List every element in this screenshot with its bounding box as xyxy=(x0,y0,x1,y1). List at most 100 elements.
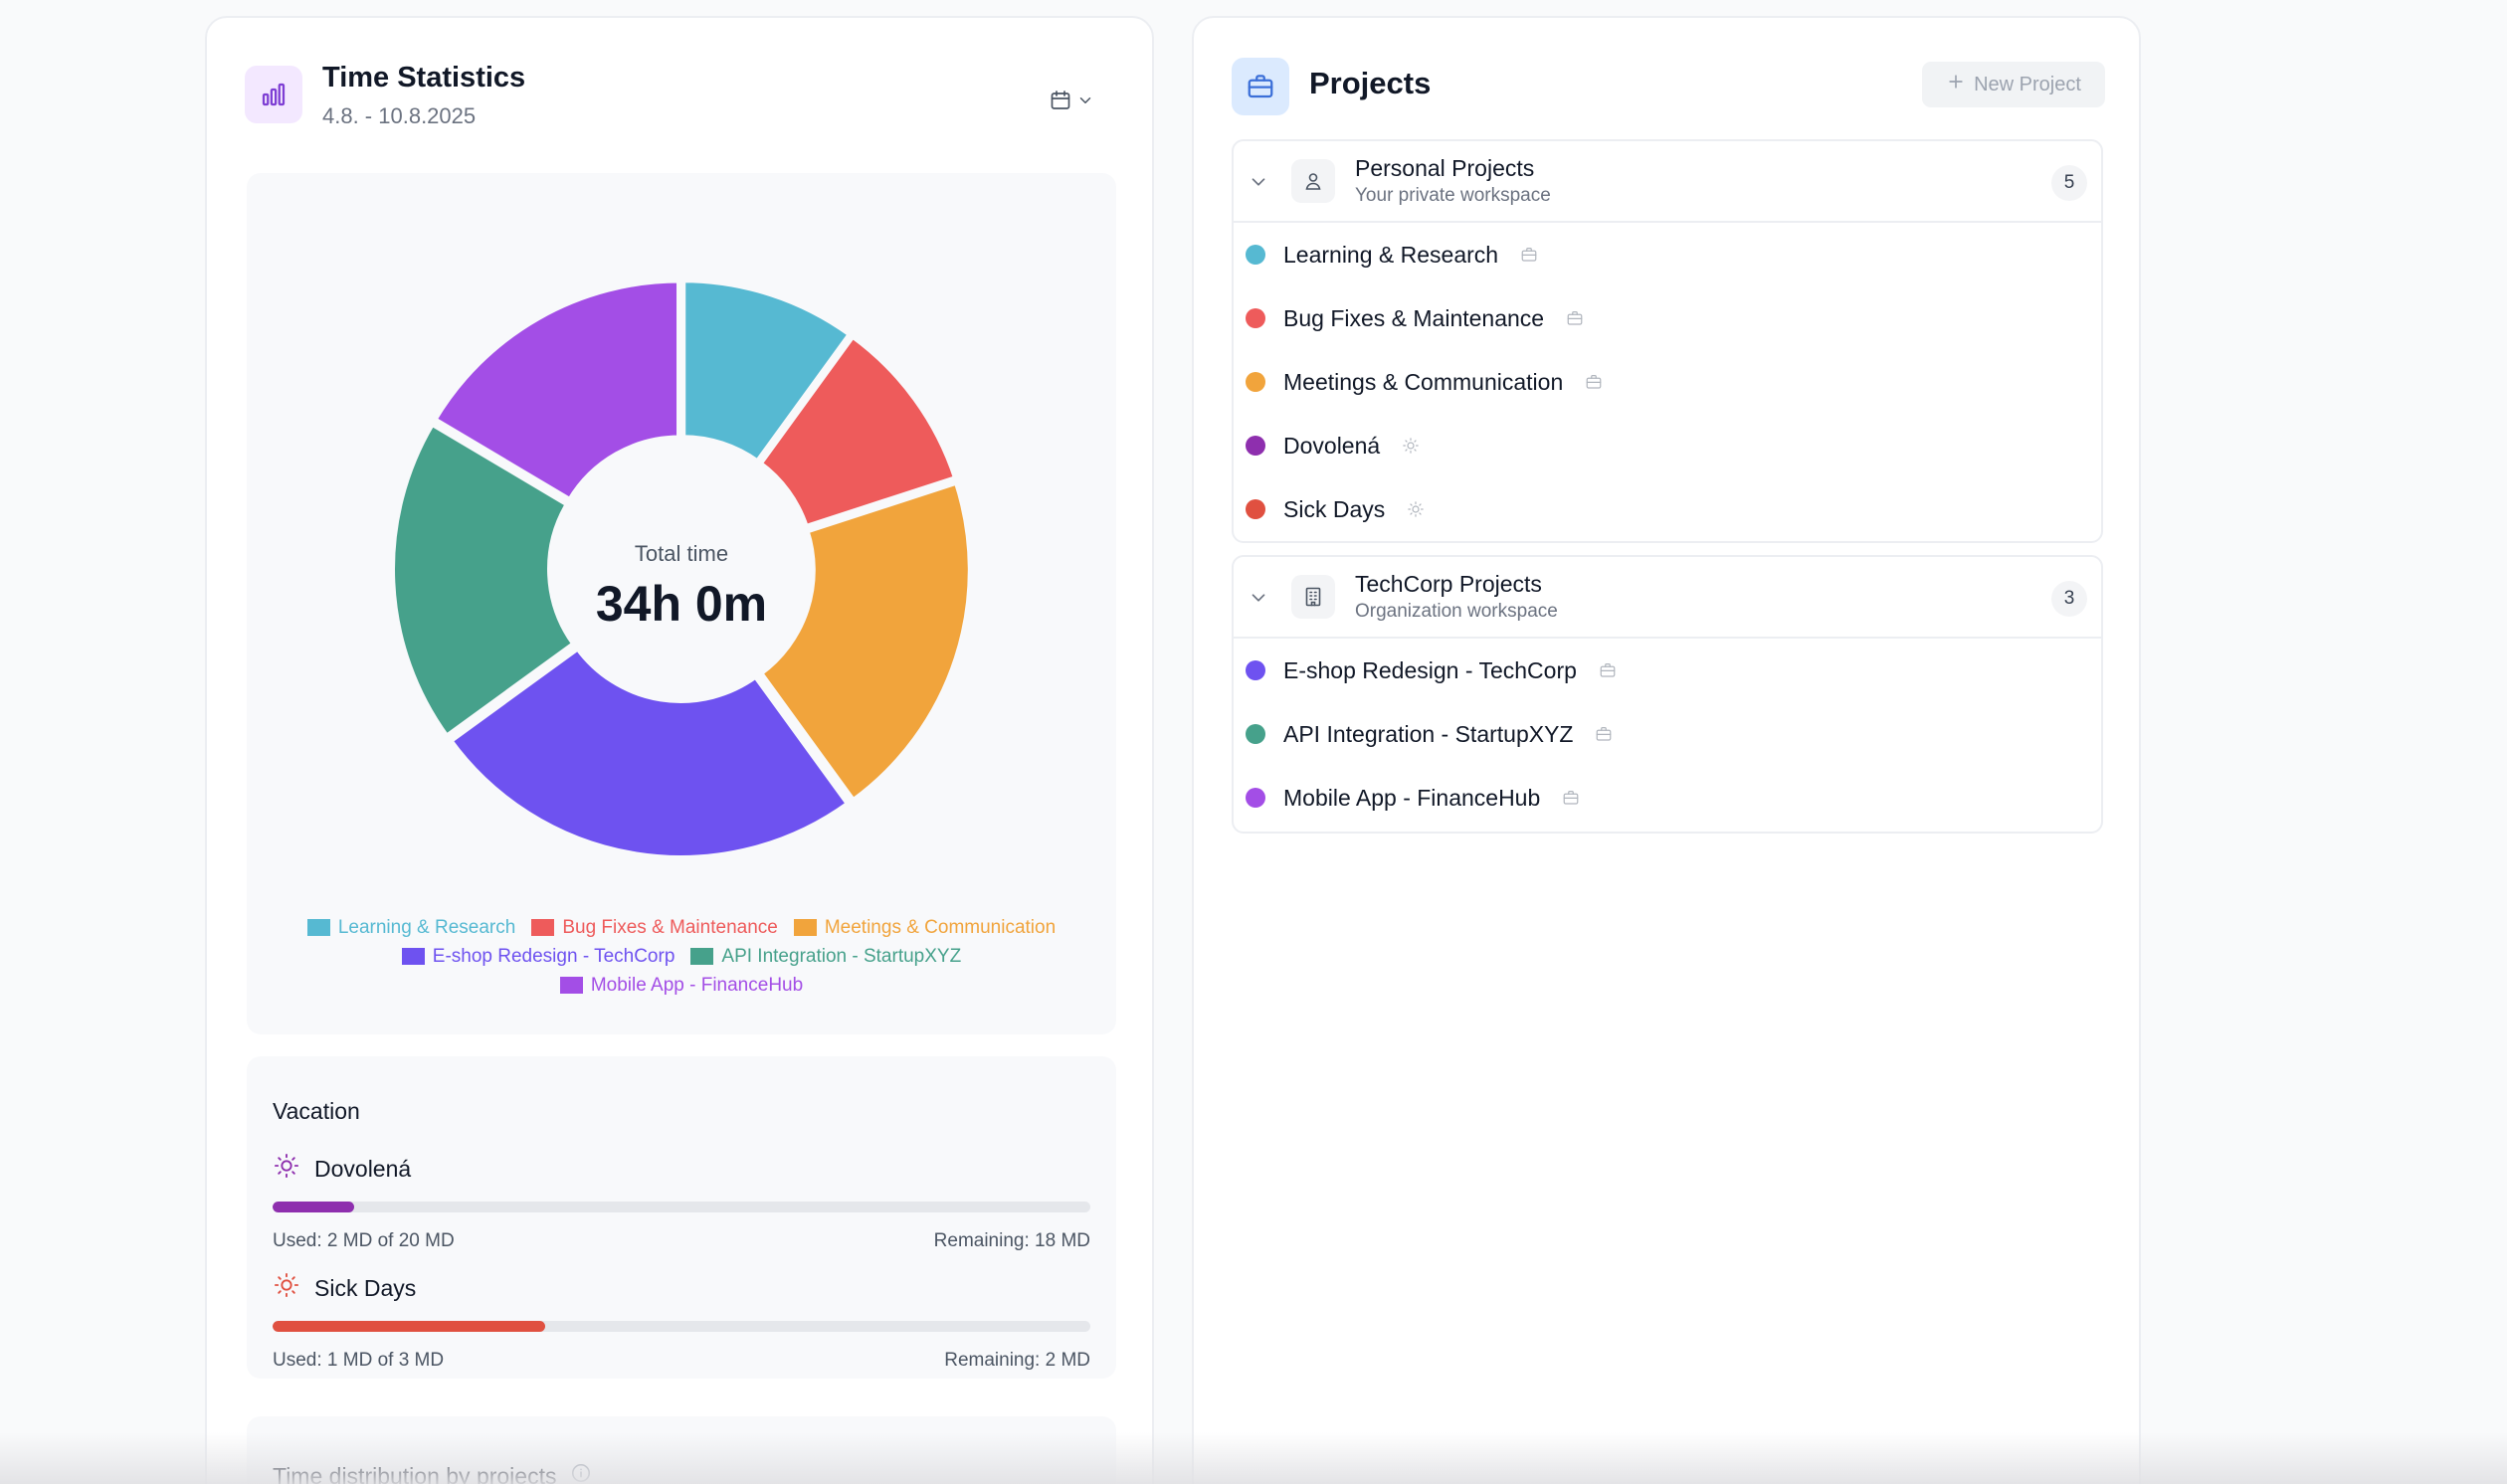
project-list: Learning & Research Bug Fixes & Maintenan… xyxy=(1234,223,2101,541)
project-group-subtitle: Your private workspace xyxy=(1355,185,1551,206)
building-icon xyxy=(1291,575,1335,619)
donut-chart xyxy=(389,277,974,861)
vacation-item-dovolena: Dovolená Used: 2 MD of 20 MD Remaining: … xyxy=(273,1153,1090,1252)
briefcase-icon xyxy=(1599,661,1617,679)
project-row[interactable]: Sick Days xyxy=(1234,477,2101,541)
legend-item[interactable]: Learning & Research xyxy=(306,913,516,942)
vacation-used: Used: 1 MD of 3 MD xyxy=(273,1350,445,1371)
legend-item[interactable]: Bug Fixes & Maintenance xyxy=(531,913,778,942)
project-row[interactable]: Meetings & Communication xyxy=(1234,350,2101,414)
project-color-dot xyxy=(1246,436,1265,456)
legend-item[interactable]: API Integration - StartupXYZ xyxy=(690,942,961,971)
project-row[interactable]: API Integration - StartupXYZ xyxy=(1234,702,2101,766)
project-group-header[interactable]: Personal Projects Your private workspace… xyxy=(1234,141,2101,223)
vacation-panel: Vacation Dovolená Used: 2 MD of 20 MD Re… xyxy=(247,1056,1116,1379)
project-row[interactable]: Bug Fixes & Maintenance xyxy=(1234,286,2101,350)
donut-slice[interactable] xyxy=(757,478,974,805)
projects-card: Projects New Project Personal Projects Y… xyxy=(1192,16,2141,1484)
time-distribution-panel: Time distribution by projects xyxy=(247,1416,1116,1484)
project-group-header[interactable]: TechCorp Projects Organization workspace… xyxy=(1234,557,2101,639)
date-picker-button[interactable] xyxy=(1049,86,1108,119)
legend-item[interactable]: E-shop Redesign - TechCorp xyxy=(401,942,675,971)
legend-swatch xyxy=(531,919,555,936)
briefcase-icon xyxy=(1562,789,1580,807)
vacation-item-sick-days: Sick Days Used: 1 MD of 3 MD Remaining: … xyxy=(273,1271,1090,1372)
legend-label: E-shop Redesign - TechCorp xyxy=(432,946,675,967)
time-distribution-title: Time distribution by projects xyxy=(273,1462,557,1484)
project-group-personal: Personal Projects Your private workspace… xyxy=(1232,139,2103,543)
briefcase-icon xyxy=(1595,725,1613,743)
project-name: API Integration - StartupXYZ xyxy=(1283,720,1574,747)
project-color-dot xyxy=(1246,788,1265,808)
donut-slice[interactable] xyxy=(389,420,578,740)
vacation-title: Vacation xyxy=(273,1098,360,1124)
vacation-item-name: Dovolená xyxy=(314,1155,412,1182)
project-name: E-shop Redesign - TechCorp xyxy=(1283,656,1577,683)
donut-slice[interactable] xyxy=(447,645,853,861)
projects-title: Projects xyxy=(1309,66,1432,100)
total-time-value: 34h 0m xyxy=(595,576,768,632)
bar-chart-icon xyxy=(245,66,302,123)
sun-icon xyxy=(1407,500,1425,518)
page-title: Time Statistics xyxy=(322,62,526,93)
briefcase-icon xyxy=(1520,246,1538,264)
info-icon[interactable] xyxy=(570,1462,592,1484)
sun-icon xyxy=(273,1271,300,1305)
legend-swatch xyxy=(306,919,330,936)
legend-swatch xyxy=(690,948,714,965)
project-name: Mobile App - FinanceHub xyxy=(1283,784,1541,811)
project-color-dot xyxy=(1246,372,1265,392)
vacation-used: Used: 2 MD of 20 MD xyxy=(273,1230,455,1251)
legend-label: Learning & Research xyxy=(337,917,516,938)
chevron-down-icon[interactable] xyxy=(1248,171,1269,198)
legend-swatch xyxy=(559,977,583,994)
project-row[interactable]: Learning & Research xyxy=(1234,223,2101,286)
project-row[interactable]: E-shop Redesign - TechCorp xyxy=(1234,639,2101,702)
chevron-down-icon xyxy=(1076,92,1094,114)
project-row[interactable]: Dovolená xyxy=(1234,414,2101,477)
project-name: Sick Days xyxy=(1283,495,1386,522)
legend-label: Bug Fixes & Maintenance xyxy=(562,917,778,938)
vacation-remaining: Remaining: 2 MD xyxy=(944,1350,1090,1371)
legend-swatch xyxy=(793,919,817,936)
vacation-item-name: Sick Days xyxy=(314,1274,417,1301)
project-color-dot xyxy=(1246,724,1265,744)
vacation-progress-fill xyxy=(273,1321,545,1332)
project-name: Learning & Research xyxy=(1283,241,1499,268)
total-time-label: Total time xyxy=(634,541,729,566)
project-group-techcorp: TechCorp Projects Organization workspace… xyxy=(1232,555,2103,834)
vacation-progress-bar xyxy=(273,1202,1090,1212)
project-group-name: TechCorp Projects xyxy=(1355,571,1542,597)
project-group-subtitle: Organization workspace xyxy=(1355,601,1558,622)
project-color-dot xyxy=(1246,499,1265,519)
project-name: Meetings & Communication xyxy=(1283,368,1564,395)
legend-swatch xyxy=(401,948,425,965)
project-row[interactable]: Mobile App - FinanceHub xyxy=(1234,766,2101,830)
legend-item[interactable]: Mobile App - FinanceHub xyxy=(559,971,804,1000)
project-color-dot xyxy=(1246,245,1265,265)
donut-slice[interactable] xyxy=(756,332,960,531)
date-range: 4.8. - 10.8.2025 xyxy=(322,103,477,128)
project-color-dot xyxy=(1246,308,1265,328)
vacation-progress-fill xyxy=(273,1202,355,1212)
project-count-badge: 5 xyxy=(2051,165,2087,201)
donut-slice[interactable] xyxy=(431,277,683,504)
chevron-down-icon[interactable] xyxy=(1248,587,1269,614)
legend-item[interactable]: Meetings & Communication xyxy=(793,913,1057,942)
briefcase-icon xyxy=(1566,309,1584,327)
new-project-label: New Project xyxy=(1974,73,2081,95)
project-color-dot xyxy=(1246,660,1265,680)
chart-legend: Learning & Research Bug Fixes & Maintenan… xyxy=(267,913,1096,1000)
briefcase-icon xyxy=(1232,58,1289,115)
calendar-icon xyxy=(1049,89,1072,117)
time-statistics-card: Time Statistics 4.8. - 10.8.2025 Total t… xyxy=(205,16,1154,1484)
chart-panel: Total time 34h 0m Learning & Research Bug… xyxy=(247,173,1116,1034)
project-group-name: Personal Projects xyxy=(1355,155,1535,181)
briefcase-icon xyxy=(1585,373,1603,391)
legend-label: Meetings & Communication xyxy=(824,917,1057,938)
vacation-remaining: Remaining: 18 MD xyxy=(933,1230,1090,1251)
new-project-button[interactable]: New Project xyxy=(1922,62,2105,107)
legend-label: Mobile App - FinanceHub xyxy=(590,975,804,996)
user-icon xyxy=(1291,159,1335,203)
project-name: Bug Fixes & Maintenance xyxy=(1283,304,1545,331)
